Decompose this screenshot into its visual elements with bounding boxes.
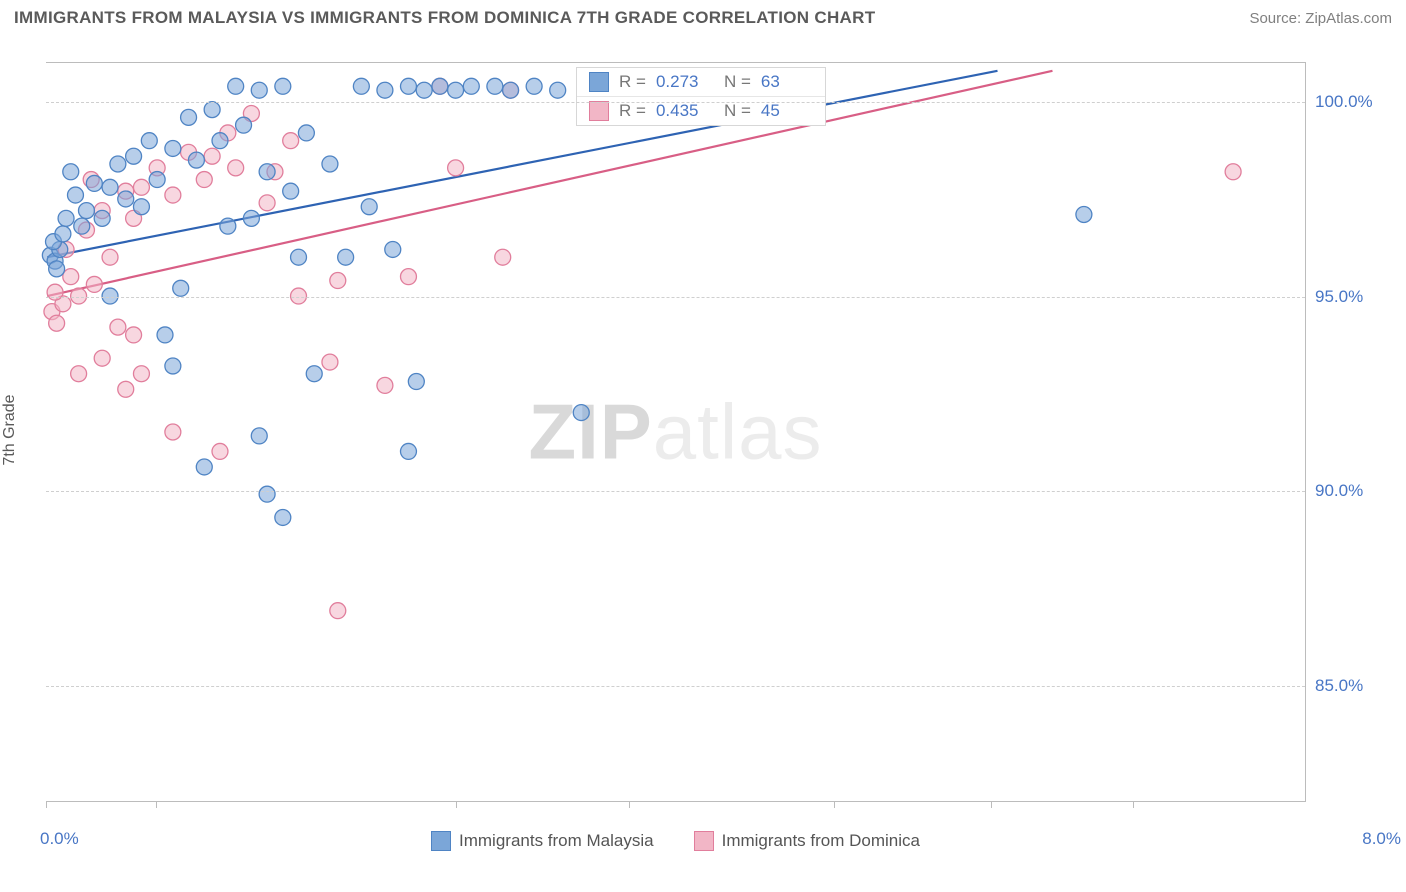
gridline: [46, 491, 1305, 492]
y-tick-label: 100.0%: [1315, 92, 1395, 112]
x-tick: [629, 801, 630, 808]
legend-row-malaysia: R = 0.273 N = 63: [577, 68, 825, 97]
chart-title: IMMIGRANTS FROM MALAYSIA VS IMMIGRANTS F…: [14, 8, 875, 28]
n-label: N =: [724, 101, 751, 121]
n-value-dominica: 45: [761, 101, 813, 121]
series-legend: Immigrants from Malaysia Immigrants from…: [46, 831, 1305, 851]
x-tick: [156, 801, 157, 808]
gridline: [46, 102, 1305, 103]
legend-label-malaysia: Immigrants from Malaysia: [459, 831, 654, 851]
swatch-dominica: [694, 831, 714, 851]
r-value-dominica: 0.435: [656, 101, 708, 121]
r-label: R =: [619, 72, 646, 92]
x-tick: [1133, 801, 1134, 808]
y-axis-label: 7th Grade: [1, 394, 19, 465]
x-axis-max-label: 8.0%: [1362, 829, 1401, 849]
y-tick-label: 95.0%: [1315, 287, 1395, 307]
swatch-malaysia: [589, 72, 609, 92]
y-tick-label: 90.0%: [1315, 481, 1395, 501]
y-tick-label: 85.0%: [1315, 676, 1395, 696]
r-label: R =: [619, 101, 646, 121]
r-value-malaysia: 0.273: [656, 72, 708, 92]
x-tick: [46, 801, 47, 808]
x-tick: [991, 801, 992, 808]
n-value-malaysia: 63: [761, 72, 813, 92]
correlation-legend: R = 0.273 N = 63 R = 0.435 N = 45: [576, 67, 826, 126]
x-tick: [834, 801, 835, 808]
gridline: [46, 297, 1305, 298]
swatch-malaysia: [431, 831, 451, 851]
legend-item-dominica: Immigrants from Dominica: [694, 831, 920, 851]
legend-item-malaysia: Immigrants from Malaysia: [431, 831, 654, 851]
swatch-dominica: [589, 101, 609, 121]
legend-label-dominica: Immigrants from Dominica: [722, 831, 920, 851]
x-tick: [456, 801, 457, 808]
n-label: N =: [724, 72, 751, 92]
source-attribution: Source: ZipAtlas.com: [1249, 10, 1392, 27]
plot-svg: [46, 63, 1305, 801]
gridline: [46, 686, 1305, 687]
scatter-chart: ZIPatlas R = 0.273 N = 63 R = 0.435 N = …: [46, 62, 1306, 802]
